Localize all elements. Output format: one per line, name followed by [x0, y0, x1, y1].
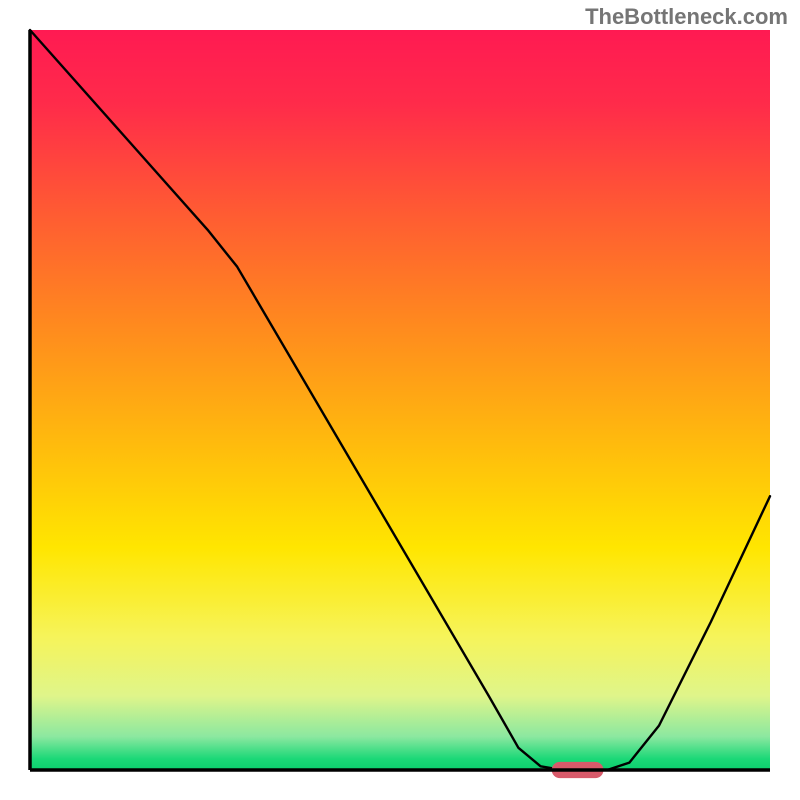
- bottleneck-chart: [0, 0, 800, 800]
- chart-container: TheBottleneck.com: [0, 0, 800, 800]
- watermark-text: TheBottleneck.com: [585, 4, 788, 30]
- plot-background-gradient: [30, 30, 770, 770]
